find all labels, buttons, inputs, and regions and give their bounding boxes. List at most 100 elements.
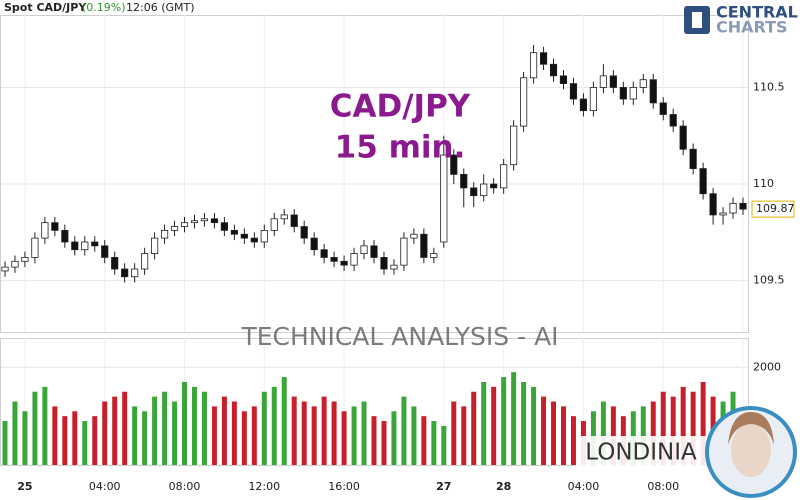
candle-body [21,257,29,262]
y-tick-label: 2000 [753,360,781,373]
candle-body [420,233,428,258]
candle-body [230,229,238,235]
volume-bar [291,396,297,465]
volume-bar [650,401,656,465]
x-tick-label: 08:00 [647,480,679,493]
candle-body [320,249,328,258]
volume-bar [401,396,407,465]
candle-body [350,253,358,266]
volume-bar [361,401,367,465]
candle-body [280,214,288,220]
candle-body [490,183,498,189]
candle-body [529,52,538,79]
candle-body [719,212,727,216]
volume-bar [52,406,58,465]
y-tick-label: 109.5 [753,274,785,287]
candle-body [390,264,398,270]
candle-body [170,226,179,231]
candle-body [101,245,109,258]
candle-body [340,260,348,266]
y-tick-label: 110 [753,177,774,190]
volume-bar [281,377,287,465]
volume-bar [132,406,138,465]
candle-body [131,268,139,278]
volume-bar [182,381,187,465]
volume-bar [551,401,557,465]
candle-body [569,83,578,100]
brand-box [576,436,706,468]
candle-body [1,266,9,272]
candle-body [659,102,667,115]
volume-bar [341,411,347,465]
brand: LONDINIA [585,440,697,466]
candle-body [599,75,607,88]
candle-body [260,229,268,243]
volume-bar [231,401,237,465]
candle-body [709,193,717,216]
volume-bar [142,411,148,465]
avatar-face [731,423,771,477]
volume-bar [251,406,257,465]
candle-body [729,202,737,214]
candle-body [270,218,278,231]
candle-body [460,173,468,189]
volume-bar [162,391,168,465]
candle-body [520,77,528,127]
candle-body [430,253,438,258]
header-change: (0.19%) [82,1,126,14]
volume-bar [471,391,477,465]
price-panel [0,15,749,333]
volume-bar [381,421,387,465]
candle-body [629,87,637,100]
overlay-title: CAD/JPY [330,89,471,125]
candle-body [539,52,548,65]
candle-body [360,245,368,254]
candle-body [699,168,707,195]
candle-body [510,125,518,166]
x-tick-label: 12:00 [248,480,280,493]
candle-body [121,268,129,278]
candle-body [240,233,248,239]
candle-body [150,237,159,254]
watermark: TECHNICAL ANALYSIS - AI [240,322,558,351]
candle-body [91,241,99,247]
candle-body [51,222,59,231]
candle-body [370,245,378,258]
volume-bar [411,406,417,465]
header-time: 12:06 (GMT) [126,1,195,14]
candle-body [410,233,418,239]
volume-bar [441,425,447,465]
candle-body [141,253,149,270]
candle-body [589,87,598,112]
candle-body [41,222,49,239]
candle-body [11,260,19,268]
candle-body [200,218,209,222]
volume-bar [301,401,307,465]
volume-bar [561,406,566,465]
volume-bar [451,401,457,465]
volume-bar [201,391,207,465]
logo-text: CHARTS [716,18,788,37]
logo: CENTRAL CHARTS [684,3,798,37]
candle-body [31,237,39,258]
volume-bar [600,401,606,465]
volume-bar [211,406,217,465]
candle-body [669,114,677,127]
candle-body [400,237,408,266]
volume-bar [271,386,277,465]
volume-bar [461,406,467,465]
volume-bar [261,391,267,465]
volume-bar [331,401,337,465]
candle-body [609,75,617,88]
candle-body [579,98,588,112]
candle-body [81,241,89,251]
volume-bar [501,377,507,465]
volume-bar [22,411,28,465]
candle-body [210,218,219,224]
y-tick-label: 110.5 [753,80,785,93]
candle-body [480,183,488,197]
volume-bar [191,386,197,465]
x-tick-label: 04:00 [568,480,600,493]
last-price-label: 109.87 [756,202,795,215]
